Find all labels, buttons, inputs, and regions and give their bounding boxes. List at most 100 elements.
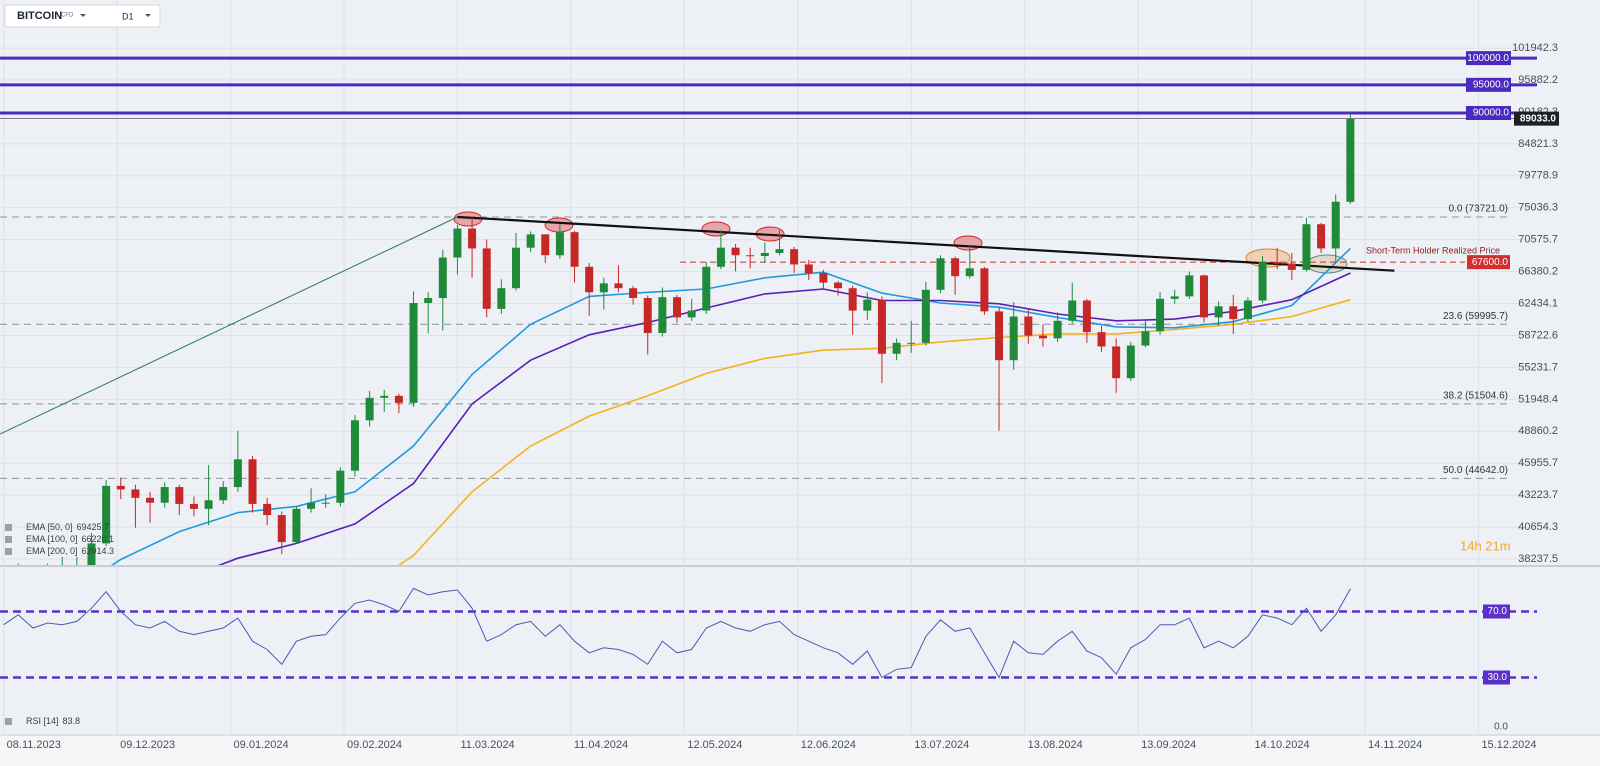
x-tick-label: 14.11.2024 xyxy=(1368,739,1422,751)
price-level-box xyxy=(1466,77,1511,92)
candle-body xyxy=(907,342,916,344)
candle-body xyxy=(1317,224,1326,249)
candle-body xyxy=(365,397,374,421)
price-level-box xyxy=(1466,51,1511,66)
candle-body xyxy=(614,283,623,289)
y-tick-label: 75036.3 xyxy=(1518,202,1558,214)
candle-body xyxy=(848,288,857,311)
candle-body xyxy=(819,273,828,283)
candle-body xyxy=(1024,316,1033,336)
candle-body xyxy=(804,264,813,274)
candle-body xyxy=(1258,262,1267,301)
candle-body xyxy=(995,311,1004,361)
candle-body xyxy=(658,297,667,334)
x-axis-band xyxy=(0,735,1600,766)
legend-icon xyxy=(5,548,12,555)
candle-body xyxy=(775,249,784,253)
price-level-label: 90000.0 xyxy=(1473,108,1510,119)
legend-value: 66220.1 xyxy=(82,534,115,544)
price-level-label: 100000.0 xyxy=(1467,53,1509,64)
rsi-level-box xyxy=(1483,604,1510,619)
fib-label: 23.6 (59995.7) xyxy=(1443,311,1508,322)
y-tick-label: 70.0 xyxy=(1488,606,1508,617)
x-tick-label: 13.09.2024 xyxy=(1141,739,1196,751)
candle-body xyxy=(468,228,477,249)
candle-body xyxy=(102,485,111,544)
price-level-label: 95000.0 xyxy=(1473,79,1510,90)
candle-body xyxy=(687,310,696,318)
label-layer: 08.11.2023 09.12.2023 09.01.2024 09.02.2024… xyxy=(5,42,1559,751)
candle-body xyxy=(1214,306,1223,318)
candle-body xyxy=(1229,306,1238,320)
legend-value: 83.8 xyxy=(63,716,81,726)
y-tick-label: 70575.7 xyxy=(1518,234,1558,246)
candle-body xyxy=(585,266,594,293)
candle-body xyxy=(394,395,403,403)
candle-body xyxy=(629,288,638,299)
candle-body xyxy=(1243,300,1252,320)
candle-body xyxy=(248,459,257,504)
price-layer xyxy=(0,56,1537,565)
timeframe[interactable]: D1 xyxy=(122,11,134,21)
candle-body xyxy=(1156,298,1165,332)
y-tick-label: 58722.6 xyxy=(1518,329,1558,341)
x-tick-label: 13.08.2024 xyxy=(1028,739,1083,751)
candle-body xyxy=(131,489,140,498)
peak-marker xyxy=(544,217,574,233)
realized-price-box xyxy=(1467,255,1510,270)
legend-entry: EMA [50, 0] 69425.7 xyxy=(26,522,109,532)
y-tick-label: 66380.2 xyxy=(1518,266,1558,278)
last-price-label: 89033.0 xyxy=(1520,113,1557,124)
symbol-header[interactable]: BITCOIN CFD D1 xyxy=(4,4,161,28)
y-tick-label: 0.0 xyxy=(1494,722,1508,733)
candle-body xyxy=(482,248,491,309)
candle-body xyxy=(1302,224,1311,270)
y-tick-label: 45955.7 xyxy=(1518,457,1558,469)
dropdown-arrow[interactable] xyxy=(80,14,86,17)
candle-body xyxy=(1199,275,1208,318)
candle-body xyxy=(892,342,901,354)
x-tick-label: 12.06.2024 xyxy=(801,739,856,751)
y-tick-label: 95882.2 xyxy=(1518,74,1558,86)
candle-body xyxy=(526,234,535,248)
candle-body xyxy=(1273,262,1282,264)
candle-body xyxy=(1126,345,1135,379)
candle-body xyxy=(760,252,769,256)
legend-icon xyxy=(5,536,12,543)
x-tick-label: 14.10.2024 xyxy=(1255,739,1310,751)
legend-icon xyxy=(5,524,12,531)
candle-body xyxy=(570,232,579,267)
legend-entry: RSI [14] 83.8 xyxy=(26,716,80,726)
candle-body xyxy=(921,289,930,343)
y-tick-label: 62434.1 xyxy=(1518,297,1558,309)
candle-body xyxy=(877,299,886,354)
dropdown-arrow[interactable] xyxy=(145,14,151,17)
candle-body xyxy=(116,485,125,490)
legend-name: EMA [200, 0] xyxy=(26,546,78,556)
candle-body xyxy=(1331,201,1340,249)
candle-body xyxy=(936,258,945,290)
x-tick-label: 11.03.2024 xyxy=(460,739,514,751)
y-tick-label: 43223.7 xyxy=(1518,489,1558,501)
y-tick-label: 38237.5 xyxy=(1518,553,1558,565)
legend-name: EMA [100, 0] xyxy=(26,534,78,544)
candle-body xyxy=(599,283,608,293)
candle-body xyxy=(1068,300,1077,321)
candle-body xyxy=(980,268,989,312)
candle-body xyxy=(643,298,652,334)
y-tick-label: 51948.4 xyxy=(1518,393,1558,405)
candle-body xyxy=(673,297,682,318)
candle-body xyxy=(146,497,155,503)
candle-body xyxy=(307,502,316,509)
candle-body xyxy=(1038,335,1047,339)
legend-icon xyxy=(5,718,12,725)
fib-label: 50.0 (44642.0) xyxy=(1443,465,1508,476)
candle-body xyxy=(1346,118,1355,202)
symbol[interactable]: BITCOIN xyxy=(17,10,62,22)
legend-entry: EMA [200, 0] 62014.3 xyxy=(26,546,114,556)
countdown: 14h 21m xyxy=(1460,538,1511,553)
y-tick-label: 79778.9 xyxy=(1518,170,1558,182)
candle-body xyxy=(1170,296,1179,299)
